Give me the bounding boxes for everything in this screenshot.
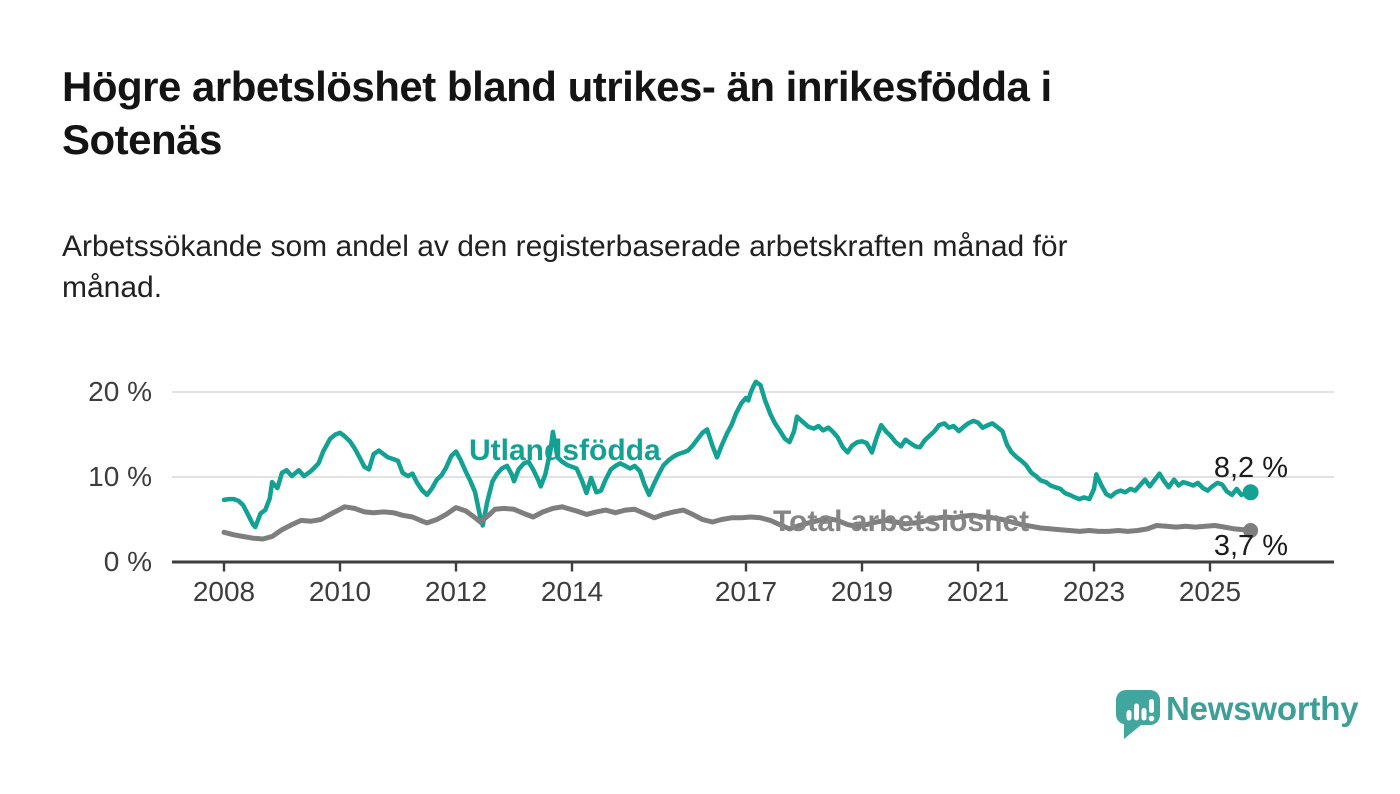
series-label-total-arbetsloshet: Total arbetslöshet <box>773 505 1030 538</box>
series-line-1 <box>221 504 1254 542</box>
x-axis-label-2017: 2017 <box>714 576 778 607</box>
series-label-utlandsfodda: Utlandsfödda <box>469 434 661 467</box>
x-axis-label-2021: 2021 <box>946 576 1010 607</box>
x-axis-label-2010: 2010 <box>308 576 372 607</box>
series-end-dot-0 <box>1242 484 1259 501</box>
x-axis-label-2012: 2012 <box>424 576 488 607</box>
series-end-dot-1 <box>1243 523 1259 539</box>
newsworthy-bubble-chart-icon <box>1116 690 1160 739</box>
x-axis-label-2008: 2008 <box>192 576 256 607</box>
newsworthy-logo: Newsworthy <box>1116 688 1359 744</box>
x-axis-label-2019: 2019 <box>830 576 894 607</box>
y-axis-label-10: 10 % <box>88 461 152 492</box>
chart-subtitle-line-1: Arbetssökande som andel av den registerb… <box>62 230 1068 263</box>
x-axis-label-2023: 2023 <box>1062 576 1126 607</box>
newsworthy-wordmark: Newsworthy <box>1166 690 1359 727</box>
y-axis-label-20: 20 % <box>88 376 152 407</box>
chart-subtitle-line-2: månad. <box>62 271 163 304</box>
y-axis-label-0: 0 % <box>103 546 152 577</box>
end-value-total-arbetsloshet: 3,7 % <box>1213 530 1288 562</box>
page-title-line-1: Högre arbetslöshet bland utrikes- än inr… <box>62 63 1052 110</box>
series-line-0 <box>221 379 1253 530</box>
page-title-line-2: Sotenäs <box>62 116 222 163</box>
page-title: Högre arbetslöshet bland utrikes- än inr… <box>62 60 1242 166</box>
end-value-utlandsfodda: 8,2 % <box>1213 452 1288 484</box>
chart-subtitle: Arbetssökande som andel av den registerb… <box>62 226 1262 308</box>
x-axis-label-2025: 2025 <box>1178 576 1242 607</box>
x-axis-label-2014: 2014 <box>540 576 604 607</box>
